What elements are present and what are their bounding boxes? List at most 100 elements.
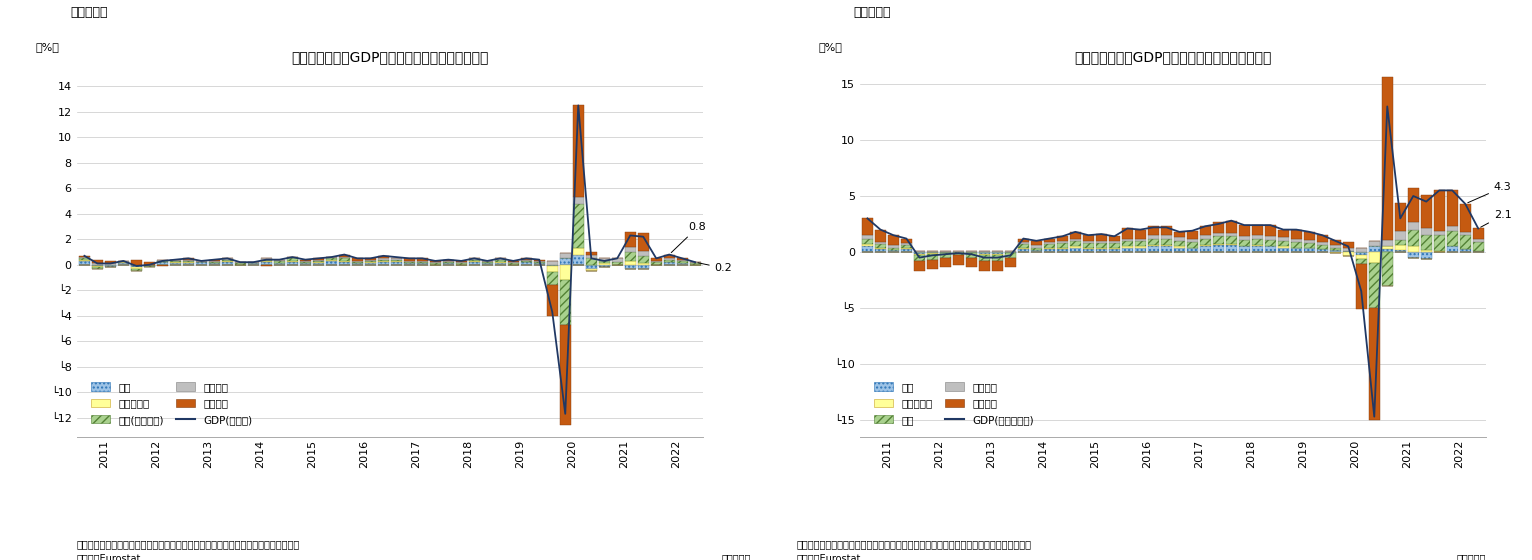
Bar: [1147, 239, 1158, 245]
Bar: [889, 248, 899, 250]
Bar: [1083, 241, 1094, 243]
Bar: [1213, 244, 1224, 245]
Bar: [300, 260, 311, 261]
Bar: [156, 265, 169, 266]
Bar: [1420, 195, 1432, 228]
Bar: [469, 262, 480, 265]
Bar: [313, 263, 323, 265]
Bar: [92, 263, 103, 265]
Bar: [1318, 249, 1328, 252]
Bar: [547, 272, 558, 285]
Bar: [585, 252, 597, 255]
Bar: [182, 263, 195, 265]
Bar: [991, 255, 1003, 261]
Bar: [1043, 239, 1056, 242]
Bar: [1121, 246, 1132, 248]
Bar: [222, 261, 233, 262]
Bar: [637, 265, 648, 269]
Bar: [1226, 245, 1236, 252]
Legend: 外需, 在庫変動等, 投資, 政府消費, 個人消費, GDP(前年同期比): 外需, 在庫変動等, 投資, 政府消費, 個人消費, GDP(前年同期比): [872, 379, 1037, 428]
Bar: [875, 230, 885, 242]
Bar: [104, 263, 116, 265]
Bar: [455, 263, 467, 265]
Text: （四半期）: （四半期）: [1457, 553, 1486, 560]
Bar: [863, 246, 873, 252]
Bar: [965, 258, 977, 267]
Bar: [1394, 240, 1406, 245]
Bar: [326, 258, 337, 260]
Bar: [573, 255, 584, 265]
Bar: [208, 260, 221, 261]
Bar: [1017, 248, 1030, 249]
Bar: [1069, 239, 1082, 241]
Bar: [495, 260, 506, 262]
Bar: [1226, 221, 1236, 233]
Bar: [313, 262, 323, 263]
Bar: [104, 261, 116, 263]
Bar: [1239, 236, 1250, 240]
Bar: [1095, 249, 1108, 252]
Bar: [1291, 242, 1302, 248]
Bar: [222, 262, 233, 265]
Bar: [1031, 250, 1042, 252]
Bar: [521, 262, 532, 265]
Bar: [1472, 251, 1485, 252]
Bar: [979, 261, 990, 271]
Bar: [1368, 246, 1380, 252]
Text: 2.1: 2.1: [1481, 211, 1512, 227]
Bar: [547, 265, 558, 266]
Bar: [521, 260, 532, 261]
Legend: 外需, 在庫変動等, 投資(在庫除く), 政府消費, 個人消費, GDP(前期比): 外需, 在庫変動等, 投資(在庫除く), 政府消費, 個人消費, GDP(前期比…: [87, 379, 256, 428]
Bar: [625, 261, 636, 265]
Bar: [965, 252, 977, 253]
Bar: [875, 248, 885, 249]
Bar: [939, 258, 951, 267]
Bar: [1330, 248, 1340, 250]
Bar: [365, 258, 375, 260]
Bar: [1382, 249, 1393, 252]
Bar: [1200, 235, 1210, 239]
Bar: [953, 251, 964, 252]
Bar: [469, 261, 480, 262]
Bar: [677, 261, 688, 263]
Bar: [915, 251, 925, 252]
Bar: [1408, 222, 1419, 230]
Bar: [182, 261, 195, 262]
Bar: [196, 262, 207, 265]
Bar: [1356, 264, 1367, 309]
Bar: [286, 258, 297, 261]
Bar: [1434, 251, 1445, 252]
Bar: [1017, 239, 1030, 242]
Bar: [156, 262, 169, 265]
Bar: [1147, 235, 1158, 239]
Bar: [1434, 190, 1445, 231]
Bar: [365, 262, 375, 263]
Bar: [404, 258, 415, 261]
Bar: [559, 253, 571, 258]
Bar: [901, 245, 912, 248]
Bar: [965, 251, 977, 252]
Bar: [1420, 250, 1432, 252]
Bar: [222, 260, 233, 261]
Bar: [979, 255, 990, 261]
Bar: [313, 260, 323, 261]
Bar: [156, 261, 169, 262]
Bar: [339, 262, 349, 265]
Bar: [1226, 233, 1236, 236]
Bar: [1291, 248, 1302, 252]
Bar: [599, 258, 610, 261]
Bar: [927, 252, 938, 253]
Bar: [939, 252, 951, 253]
Bar: [1265, 236, 1276, 240]
Bar: [92, 260, 103, 263]
Bar: [170, 263, 181, 265]
Bar: [1043, 242, 1056, 244]
Bar: [1213, 233, 1224, 236]
Bar: [875, 244, 885, 248]
Bar: [1318, 242, 1328, 245]
Bar: [677, 260, 688, 261]
Bar: [1147, 245, 1158, 246]
Bar: [326, 260, 337, 261]
Bar: [1174, 246, 1184, 248]
Bar: [430, 261, 441, 262]
